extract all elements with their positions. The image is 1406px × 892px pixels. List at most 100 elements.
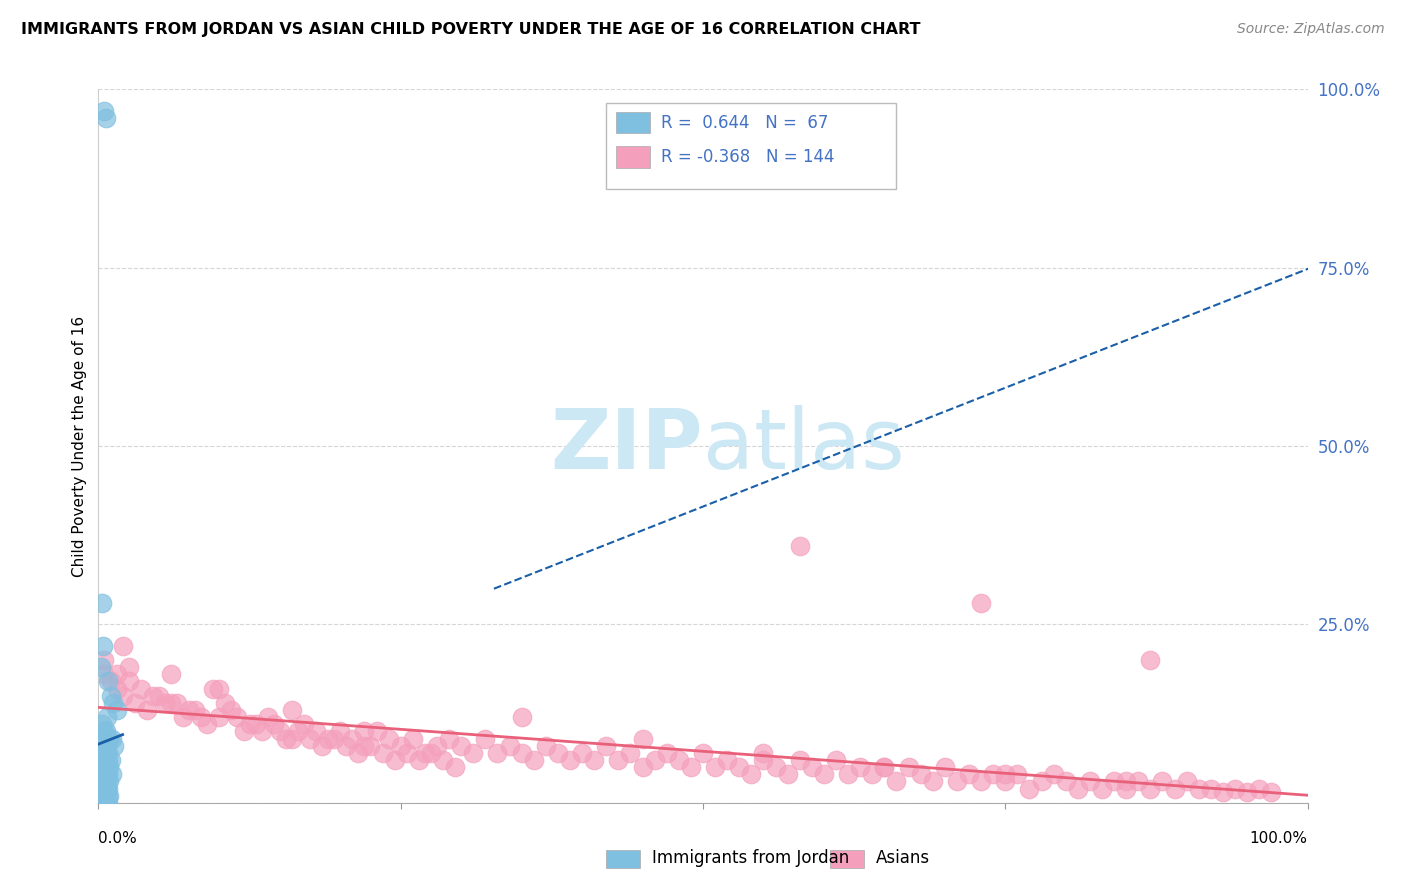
- Point: [96, 710, 118, 724]
- Point: [91, 596, 114, 610]
- Point: [1260, 785, 1282, 799]
- Point: [91, 774, 114, 789]
- Point: [752, 753, 775, 767]
- Point: [129, 681, 152, 696]
- Point: [776, 767, 799, 781]
- Point: [208, 710, 231, 724]
- Point: [886, 774, 908, 789]
- Text: Source: ZipAtlas.com: Source: ZipAtlas.com: [1237, 22, 1385, 37]
- Point: [607, 753, 630, 767]
- Point: [93, 103, 115, 118]
- Point: [281, 703, 304, 717]
- Point: [873, 760, 896, 774]
- Point: [353, 739, 375, 753]
- Point: [94, 781, 117, 796]
- Point: [389, 739, 412, 753]
- Point: [347, 746, 370, 760]
- FancyBboxPatch shape: [606, 103, 897, 189]
- Point: [523, 753, 546, 767]
- Point: [91, 789, 114, 803]
- Point: [91, 774, 114, 789]
- Point: [789, 539, 811, 553]
- FancyBboxPatch shape: [616, 112, 650, 134]
- Text: R = -0.368   N = 144: R = -0.368 N = 144: [661, 148, 834, 166]
- Point: [90, 781, 112, 796]
- Point: [353, 724, 375, 739]
- Point: [970, 596, 993, 610]
- Point: [90, 760, 112, 774]
- Point: [765, 760, 787, 774]
- Point: [91, 760, 114, 774]
- Point: [172, 710, 194, 724]
- Point: [1115, 774, 1137, 789]
- Point: [100, 767, 122, 781]
- Point: [239, 717, 262, 731]
- Point: [97, 789, 120, 803]
- Point: [96, 767, 118, 781]
- Point: [96, 796, 118, 810]
- Point: [1128, 774, 1150, 789]
- Point: [704, 760, 727, 774]
- Point: [970, 774, 993, 789]
- Point: [679, 760, 702, 774]
- Point: [910, 767, 932, 781]
- Point: [547, 746, 569, 760]
- Point: [402, 731, 425, 746]
- Point: [1139, 653, 1161, 667]
- Point: [728, 760, 751, 774]
- Point: [583, 753, 606, 767]
- Point: [90, 789, 112, 803]
- Point: [91, 781, 114, 796]
- Point: [96, 774, 118, 789]
- Point: [316, 731, 339, 746]
- Point: [1199, 781, 1222, 796]
- Point: [105, 681, 128, 696]
- Point: [160, 696, 183, 710]
- Point: [179, 703, 201, 717]
- Point: [377, 731, 399, 746]
- Point: [93, 753, 115, 767]
- Point: [93, 781, 115, 796]
- Point: [91, 774, 114, 789]
- Point: [1102, 774, 1125, 789]
- Point: [510, 746, 533, 760]
- Point: [644, 753, 666, 767]
- Point: [1223, 781, 1246, 796]
- Point: [897, 760, 920, 774]
- Point: [94, 767, 117, 781]
- Point: [195, 717, 218, 731]
- Point: [413, 746, 436, 760]
- Point: [800, 760, 823, 774]
- Point: [934, 760, 956, 774]
- Point: [263, 717, 285, 731]
- Point: [813, 767, 835, 781]
- Point: [432, 753, 454, 767]
- Point: [1018, 781, 1040, 796]
- Point: [571, 746, 593, 760]
- Point: [93, 774, 115, 789]
- Point: [91, 767, 114, 781]
- Point: [981, 767, 1004, 781]
- Point: [444, 760, 467, 774]
- Point: [437, 731, 460, 746]
- Point: [98, 789, 121, 803]
- Point: [873, 760, 896, 774]
- Point: [94, 796, 117, 810]
- Point: [371, 746, 394, 760]
- Point: [98, 731, 121, 746]
- Text: ZIP: ZIP: [551, 406, 703, 486]
- Text: Immigrants from Jordan: Immigrants from Jordan: [652, 849, 849, 867]
- Point: [90, 660, 112, 674]
- Point: [97, 796, 120, 810]
- Point: [420, 746, 443, 760]
- Point: [118, 660, 141, 674]
- Point: [98, 774, 121, 789]
- Point: [100, 689, 122, 703]
- Point: [740, 767, 762, 781]
- Point: [1152, 774, 1174, 789]
- Point: [202, 681, 225, 696]
- Point: [256, 710, 278, 724]
- Point: [232, 724, 254, 739]
- Point: [97, 746, 120, 760]
- Point: [510, 710, 533, 724]
